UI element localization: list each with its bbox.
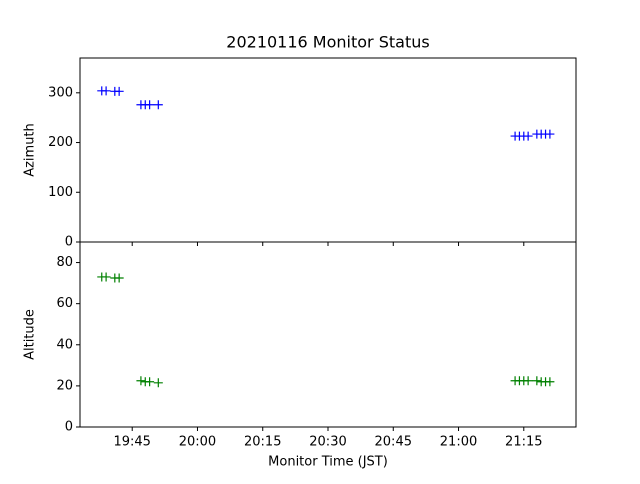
x-tick-label: 20:15 [244, 435, 281, 450]
y-axis-label: Azimuth [23, 123, 38, 177]
marker [545, 377, 555, 387]
marker [136, 376, 146, 386]
x-tick-label: 20:00 [179, 435, 216, 450]
x-tick-label: 21:15 [505, 435, 542, 450]
marker [523, 376, 533, 386]
y-tick-label: 100 [48, 185, 73, 200]
marker [145, 100, 155, 110]
marker [153, 378, 163, 388]
marker [545, 129, 555, 139]
x-tick-label: 21:00 [440, 435, 477, 450]
marker [153, 100, 163, 110]
y-axis-label: Altitude [23, 309, 38, 360]
x-axis-label: Monitor Time (JST) [268, 455, 388, 470]
axes-frame [79, 241, 577, 428]
marker [101, 86, 111, 96]
x-tick-label: 19:45 [113, 435, 150, 450]
chart-title: 20210116 Monitor Status [226, 33, 429, 52]
y-tick-label: 300 [48, 85, 73, 100]
y-tick-label: 80 [56, 255, 73, 270]
marker [114, 273, 124, 283]
marker [145, 377, 155, 387]
marker [523, 131, 533, 141]
marker [114, 86, 124, 96]
marker [532, 376, 542, 386]
y-tick-label: 200 [48, 135, 73, 150]
marker [101, 272, 111, 282]
x-tick-label: 20:30 [309, 435, 346, 450]
y-tick-label: 0 [65, 235, 73, 250]
y-tick-label: 0 [65, 420, 73, 435]
y-tick-label: 20 [56, 378, 73, 393]
y-tick-label: 40 [56, 337, 73, 352]
x-tick-label: 20:45 [375, 435, 412, 450]
y-tick-label: 60 [56, 296, 73, 311]
